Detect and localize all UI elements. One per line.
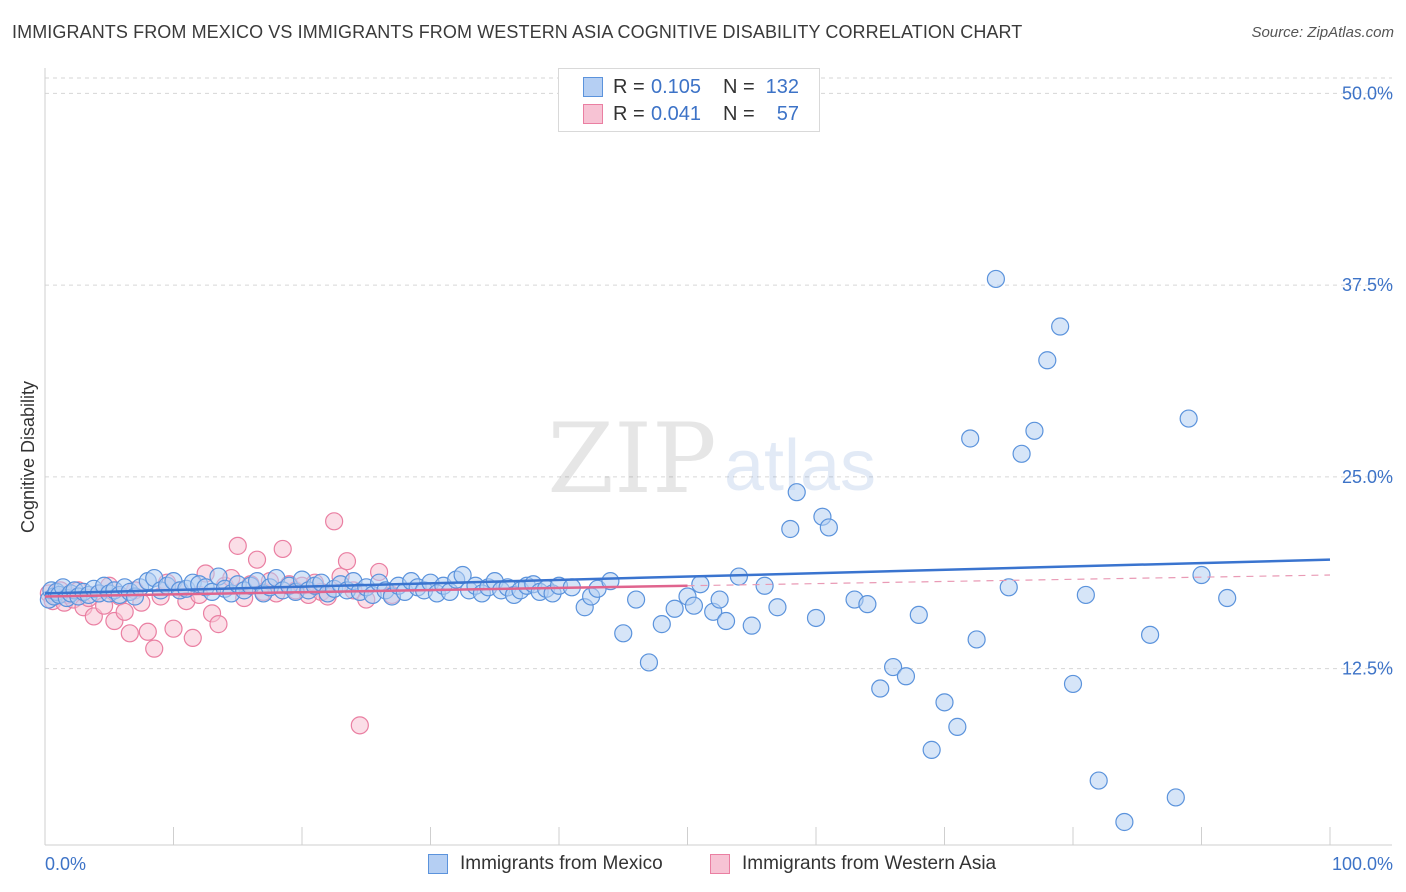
data-point-mexico [1179,409,1198,428]
data-point-mexico [1089,771,1108,790]
data-point-mexico [691,575,710,594]
source-label: Source: ZipAtlas.com [1251,24,1394,41]
data-point-mexico [1192,565,1211,585]
n-label: N = [723,102,755,125]
trend-lines [44,558,1331,598]
data-point-mexico [1051,317,1070,336]
series-western-asia [39,512,402,735]
data-point-mexico [1063,674,1083,694]
trend-line-western-asia-extension [687,574,1331,587]
data-point-western-asia [138,622,157,641]
y-tick-label: 25.0% [1342,467,1393,487]
data-point-western-asia [228,536,247,555]
data-point-western-asia [115,602,134,621]
data-point-western-asia [325,512,344,531]
x-tick-label: 100.0% [1332,854,1393,874]
data-point-mexico [948,717,967,736]
data-point-mexico [781,519,800,539]
data-point-mexico [986,269,1006,289]
data-point-mexico [626,590,646,609]
data-point-mexico [819,518,838,537]
data-point-mexico [967,630,986,649]
data-point-mexico [787,483,806,502]
n-label: N = [723,75,755,98]
data-point-mexico [1115,812,1134,832]
data-point-mexico [601,572,620,591]
data-point-mexico [755,576,774,595]
trend-line-mexico [44,558,1331,595]
r-value-mexico: 0.105 [651,75,702,98]
data-point-mexico [1140,625,1160,644]
legend-swatch-mexico [428,854,448,874]
data-point-mexico [710,590,729,609]
data-point-mexico [806,608,826,628]
legend-label-western-asia: Immigrants from Western Asia [742,853,997,874]
data-point-western-asia [209,615,228,634]
data-point-mexico [961,429,980,448]
axes [44,68,1392,846]
n-value-western-asia: 57 [776,102,799,125]
data-point-mexico [716,611,736,631]
data-point-mexico [1076,585,1095,605]
data-point-mexico [652,615,671,634]
data-point-western-asia [164,619,183,638]
data-point-western-asia [273,539,292,559]
y-axis-label: Cognitive Disability [18,381,38,533]
data-point-mexico [614,624,633,643]
data-point-mexico [922,740,941,759]
watermark-zip: ZIP [547,403,716,515]
data-point-mexico [999,578,1018,597]
data-point-western-asia [183,628,202,648]
legend-swatch-western-asia [710,854,730,874]
trend-line-western-asia [44,584,688,598]
data-point-western-asia [337,552,357,571]
correlation-stats-box: R = 0.105 N = 132 R = 0.041 N = 57 [558,68,820,132]
mexico-swatch [583,77,603,97]
data-point-mexico [768,598,787,617]
series-mexico [39,269,1237,832]
watermark: ZIP atlas [547,403,876,515]
data-point-mexico [1025,421,1044,440]
r-label: R = [613,75,645,98]
data-point-mexico [1038,351,1057,370]
western-asia-swatch [583,104,603,124]
data-point-mexico [858,595,877,614]
x-tick-label: 0.0% [45,854,86,874]
stats-row-mexico: R = 0.105 N = 132 [583,74,799,100]
data-point-mexico [665,599,684,618]
n-value-mexico: 132 [765,75,799,98]
data-point-mexico [935,693,954,712]
data-point-western-asia [145,639,164,658]
data-point-mexico [1166,788,1185,807]
data-point-mexico [742,616,761,635]
data-point-mexico [1218,588,1237,608]
data-point-mexico [1012,444,1031,463]
r-label: R = [613,102,645,125]
r-value-western-asia: 0.041 [651,102,702,125]
legend-label-mexico: Immigrants from Mexico [460,853,663,874]
legend-item-mexico[interactable]: Immigrants from Mexico [428,852,663,876]
data-point-mexico [883,657,903,677]
data-point-mexico [909,605,928,625]
data-point-western-asia [350,716,369,735]
x-tick-labels: 0.0% 100.0% [45,854,1393,874]
data-point-mexico [684,596,704,615]
y-tick-label: 37.5% [1342,275,1393,295]
data-point-western-asia [247,550,267,569]
stats-row-western-asia: R = 0.041 N = 57 [583,101,799,127]
data-point-western-asia [120,624,139,643]
y-tick-labels: 12.5% 25.0% 37.5% 50.0% [1342,83,1393,678]
data-point-mexico [639,653,659,672]
data-point-mexico [896,667,916,686]
data-point-mexico [871,679,890,698]
legend-item-western-asia[interactable]: Immigrants from Western Asia [710,852,996,876]
y-tick-label: 50.0% [1342,83,1393,103]
chart-title: IMMIGRANTS FROM MEXICO VS IMMIGRANTS FRO… [12,22,1023,42]
y-tick-label: 12.5% [1342,659,1393,679]
